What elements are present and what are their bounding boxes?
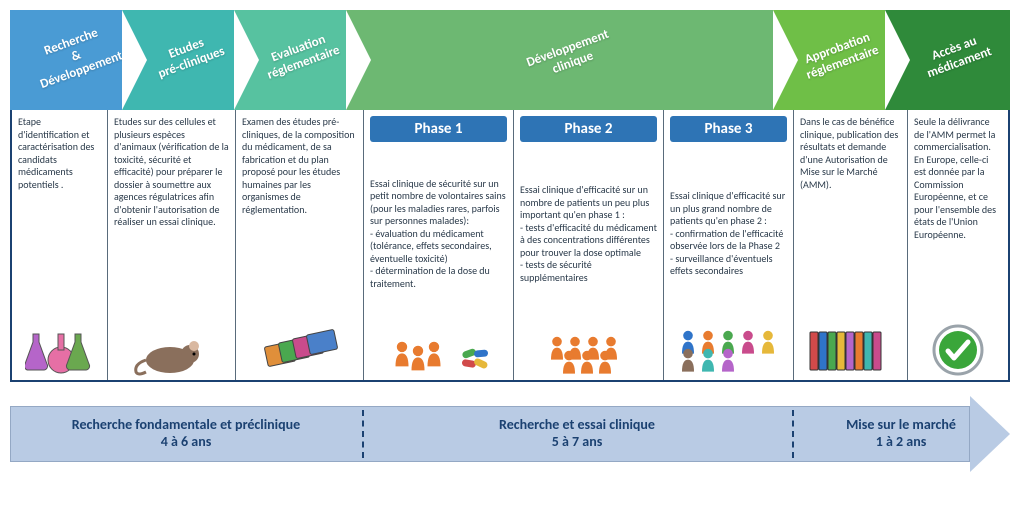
- phase-badge: Phase 1: [370, 116, 507, 142]
- chevron-label: Evaluation réglementaire: [234, 27, 349, 93]
- stage-cell: Phase 3 Essai clinique d'efficacité sur u…: [664, 110, 794, 380]
- mouse-icon: [114, 324, 229, 376]
- check-icon: [914, 324, 1002, 376]
- stage-cell: Dans le cas de bénéfice clinique, public…: [794, 110, 908, 380]
- stage-description: Dans le cas de bénéfice clinique, public…: [800, 116, 901, 191]
- timeline-seg-duration: 4 à 6 ans: [161, 434, 212, 451]
- timeline-segment: Mise sur le marché1 à 2 ans: [792, 406, 1010, 462]
- stage-description: Essai clinique d'efficacité sur un plus …: [670, 190, 787, 278]
- timeline-seg-title: Recherche fondamentale et préclinique: [72, 417, 300, 434]
- stage-cell: Etape d'identification et caractérisatio…: [12, 110, 108, 380]
- stage-cell: Phase 1 Essai clinique de sécurité sur un…: [364, 110, 514, 380]
- timeline-seg-duration: 1 à 2 ans: [876, 434, 927, 451]
- stage-description: Essai clinique de sécurité sur un petit …: [370, 178, 507, 291]
- people-med-icon: [520, 324, 657, 376]
- chevron-label: Accès au médicament: [894, 28, 1002, 91]
- timeline-divider: [792, 410, 794, 458]
- stage-cell: Seule la délivrance de l'AMM permet la c…: [908, 110, 1008, 380]
- stage-description: Etudes sur des cellules et plusieurs esp…: [114, 116, 229, 229]
- binders-icon: [800, 324, 901, 376]
- timeline-seg-duration: 5 à 7 ans: [552, 434, 603, 451]
- folders-icon: [242, 324, 357, 376]
- chevron-label: Approbation réglementaire: [773, 27, 888, 93]
- process-chevron-row: Accès au médicamentApprobation réglement…: [10, 10, 1010, 110]
- phase-badge: Phase 3: [670, 116, 787, 142]
- chevron-stage: Développement clinique: [346, 10, 776, 110]
- phase-badge: Phase 2: [520, 116, 657, 142]
- stage-description: Examen des études pré-cliniques, de la c…: [242, 116, 357, 216]
- stage-description: Seule la délivrance de l'AMM permet la c…: [914, 116, 1002, 241]
- stage-description: Essai clinique d'efficacité sur un nombr…: [520, 184, 657, 284]
- timeline-divider: [362, 410, 364, 458]
- chevron-stage: Evaluation réglementaire: [234, 10, 349, 110]
- timeline-arrow: Recherche fondamentale et préclinique4 à…: [10, 406, 1010, 462]
- chevron-stage: Recherche & Développement: [10, 10, 125, 110]
- chevron-stage: Etudes pré-cliniques: [122, 10, 237, 110]
- stage-description: Etape d'identification et caractérisatio…: [18, 116, 101, 191]
- chevron-stage: Approbation réglementaire: [773, 10, 888, 110]
- content-row: Etape d'identification et caractérisatio…: [10, 110, 1010, 382]
- stage-cell: Phase 2 Essai clinique d'efficacité sur u…: [514, 110, 664, 380]
- chevron-stage: Accès au médicament: [885, 10, 1010, 110]
- people-large-icon: [670, 324, 787, 376]
- timeline-seg-title: Mise sur le marché: [846, 417, 956, 434]
- chevron-label: Développement clinique: [498, 25, 623, 95]
- stage-cell: Examen des études pré-cliniques, de la c…: [236, 110, 364, 380]
- timeline-segment: Recherche et essai clinique5 à 7 ans: [362, 406, 792, 462]
- stage-cell: Etudes sur des cellules et plusieurs esp…: [108, 110, 236, 380]
- flasks-icon: [18, 324, 101, 376]
- timeline-seg-title: Recherche et essai clinique: [499, 417, 655, 434]
- people-small-icon: [370, 324, 507, 376]
- timeline-segment: Recherche fondamentale et préclinique4 à…: [10, 406, 362, 462]
- chevron-label: Etudes pré-cliniques: [125, 28, 235, 92]
